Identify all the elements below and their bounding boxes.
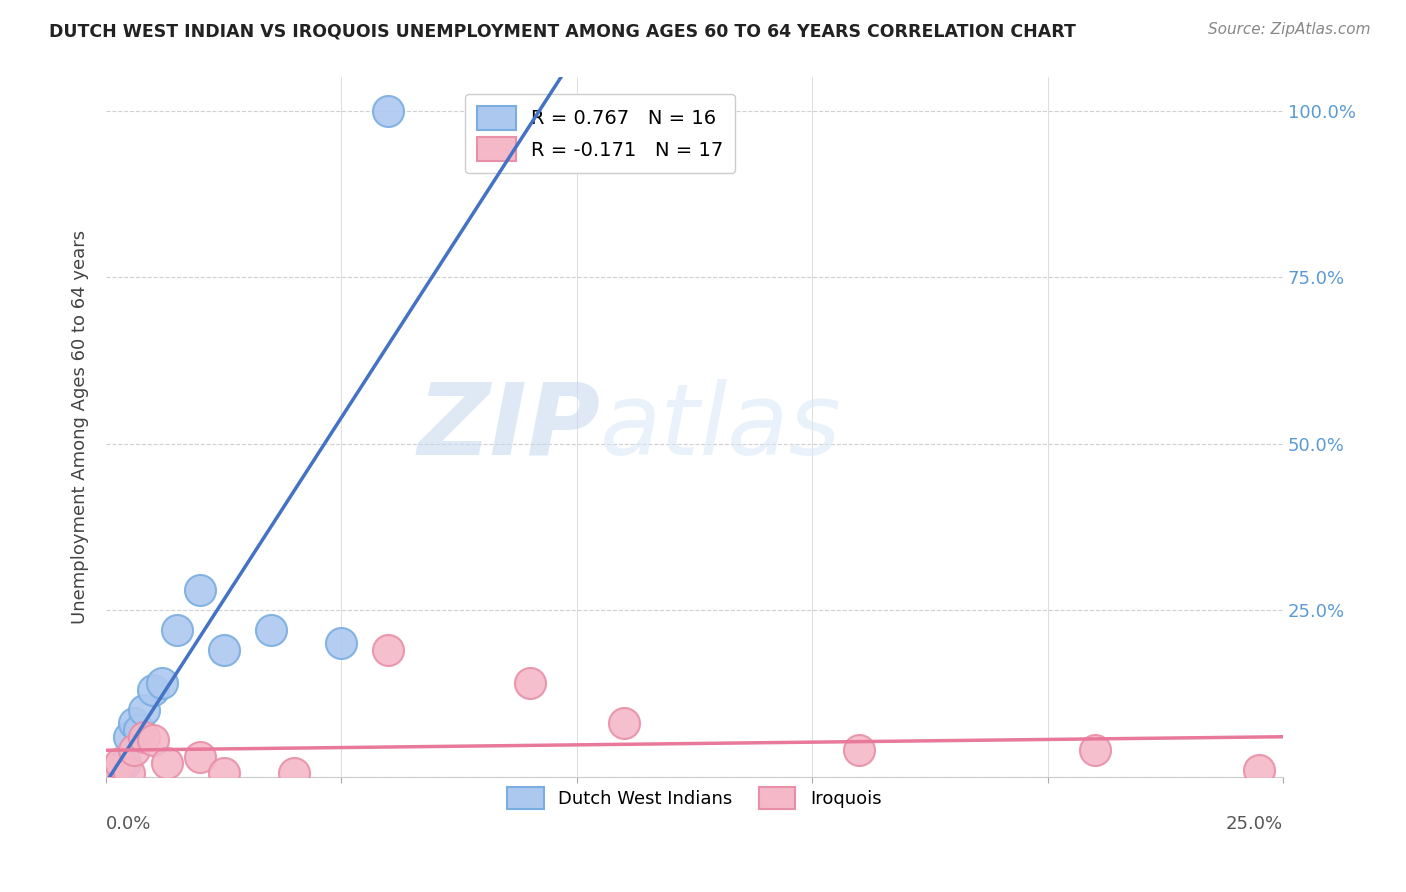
Y-axis label: Unemployment Among Ages 60 to 64 years: Unemployment Among Ages 60 to 64 years <box>72 230 89 624</box>
Point <box>212 643 235 657</box>
Point <box>188 583 211 598</box>
Point <box>122 743 145 757</box>
Point <box>188 749 211 764</box>
Point <box>377 643 399 657</box>
Legend: Dutch West Indians, Iroquois: Dutch West Indians, Iroquois <box>496 776 893 820</box>
Point <box>108 756 131 771</box>
Point <box>104 763 127 777</box>
Point <box>377 103 399 118</box>
Point <box>100 766 122 780</box>
Point <box>142 683 165 698</box>
Point <box>156 756 179 771</box>
Text: atlas: atlas <box>600 378 842 475</box>
Point <box>519 676 541 690</box>
Point <box>118 766 141 780</box>
Point <box>283 766 305 780</box>
Point <box>260 623 283 637</box>
Text: ZIP: ZIP <box>418 378 600 475</box>
Text: DUTCH WEST INDIAN VS IROQUOIS UNEMPLOYMENT AMONG AGES 60 TO 64 YEARS CORRELATION: DUTCH WEST INDIAN VS IROQUOIS UNEMPLOYME… <box>49 22 1076 40</box>
Point <box>142 733 165 747</box>
Point <box>166 623 188 637</box>
Point <box>212 766 235 780</box>
Point <box>100 766 122 780</box>
Text: 25.0%: 25.0% <box>1226 815 1284 833</box>
Point <box>1084 743 1107 757</box>
Point <box>152 676 174 690</box>
Point <box>330 636 353 650</box>
Point <box>114 756 136 771</box>
Text: Source: ZipAtlas.com: Source: ZipAtlas.com <box>1208 22 1371 37</box>
Point <box>132 730 155 744</box>
Point <box>1249 763 1271 777</box>
Point <box>118 730 141 744</box>
Point <box>104 763 127 777</box>
Point <box>128 723 150 737</box>
Point <box>848 743 870 757</box>
Point <box>122 716 145 731</box>
Point <box>108 759 131 773</box>
Point <box>132 703 155 717</box>
Point <box>613 716 636 731</box>
Text: 0.0%: 0.0% <box>105 815 152 833</box>
